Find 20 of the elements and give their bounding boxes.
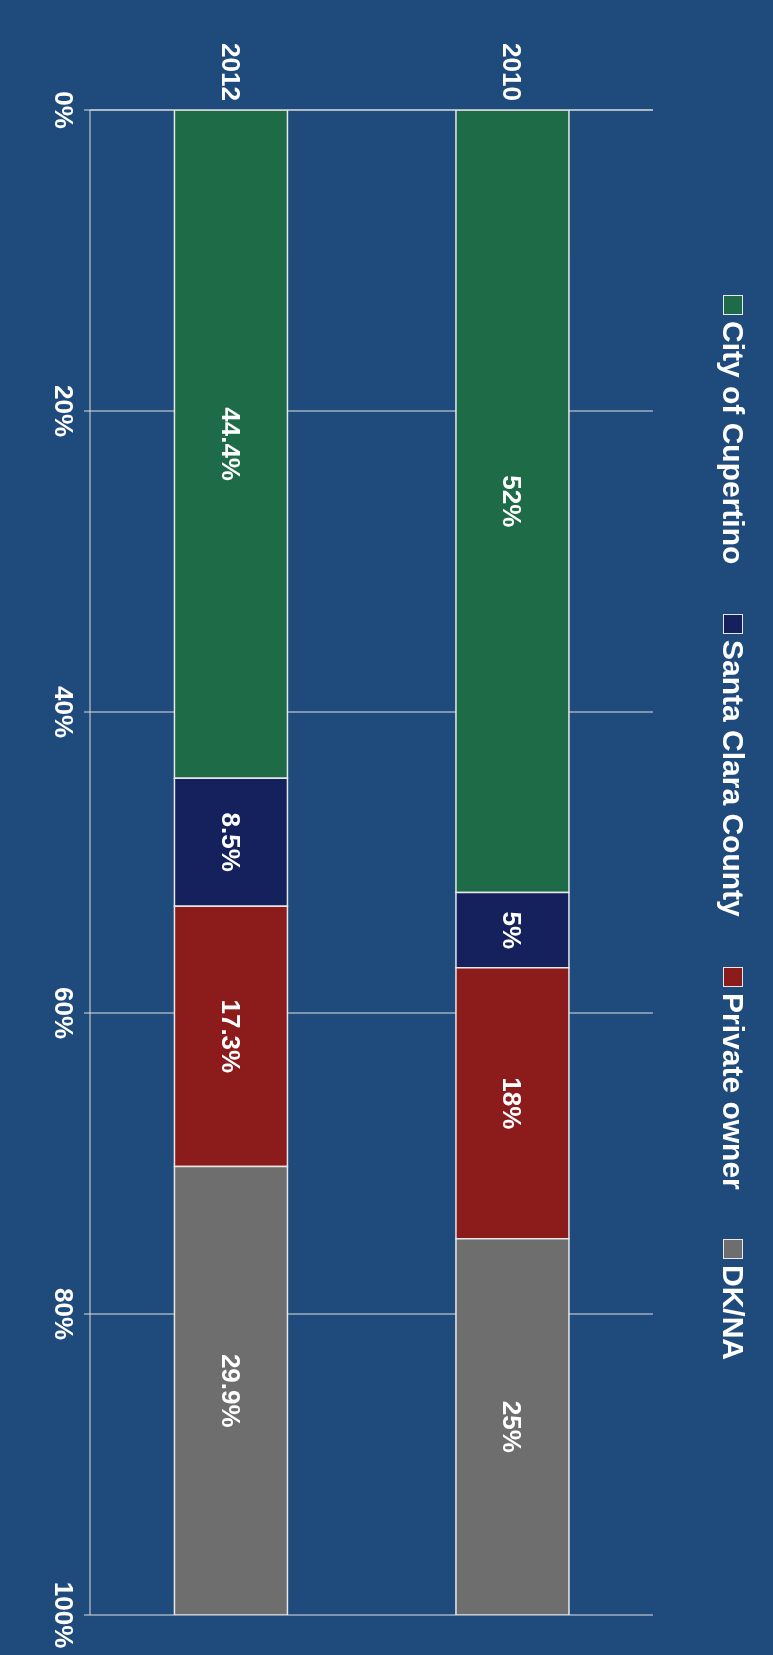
x-tick-label: 2010 bbox=[497, 43, 528, 101]
data-label: 8.5% bbox=[215, 812, 246, 872]
y-tick-label: 60% bbox=[49, 986, 79, 1040]
legend-label: Santa Clara County bbox=[716, 639, 750, 917]
data-label: 44.4% bbox=[215, 407, 246, 481]
data-label: 18% bbox=[497, 1077, 528, 1130]
x-tick-label: 2012 bbox=[215, 43, 246, 101]
data-label: 29.9% bbox=[215, 1353, 246, 1428]
data-label: 5% bbox=[497, 911, 528, 950]
y-tick-label: 0% bbox=[49, 91, 79, 129]
legend-label: DK/NA bbox=[716, 1265, 750, 1361]
y-tick-label: 40% bbox=[49, 685, 79, 739]
legend-label: City of Cupertino bbox=[716, 320, 750, 564]
y-tick-label: 20% bbox=[49, 384, 79, 438]
y-tick-label: 80% bbox=[49, 1287, 79, 1341]
y-tick-label: 100% bbox=[49, 1581, 79, 1649]
data-label: 52% bbox=[497, 475, 528, 528]
data-label: 25% bbox=[497, 1400, 528, 1453]
data-label: 17.3% bbox=[215, 999, 246, 1074]
legend-label: Private owner bbox=[716, 992, 750, 1190]
